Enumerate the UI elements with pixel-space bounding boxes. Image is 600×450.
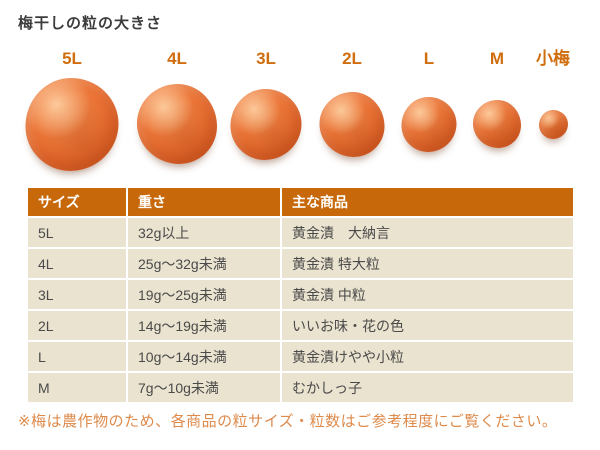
cell-size: 3L [28,278,128,310]
cell-product: 黄金漬 特大粒 [281,247,573,279]
table-row: 2L 14g〜19g未満 いいお味・花の色 [28,309,573,341]
table-row: M 7g〜10g未満 むかしっ子 [28,371,573,402]
table-row: 5L 32g以上 黄金漬 大納言 [28,216,573,248]
umeboshi-plum-image [25,77,119,171]
umeboshi-plum-image [473,100,521,148]
umeboshi-plum-image [319,91,385,157]
table-row: L 10g〜14g未満 黄金漬けやや小粒 [28,340,573,372]
cell-product: むかしっ子 [281,371,573,402]
footnote: ※梅は農作物のため、各商品の粒サイズ・粒数はご参考程度にご覧ください。 [18,413,558,430]
plum-item-m: M [473,48,521,148]
col-header-size: サイズ [28,188,128,217]
cell-product: 黄金漬 中粒 [281,278,573,310]
cell-size: M [28,371,128,402]
plum-size-label: 5L [62,49,82,68]
table-row: 4L 25g〜32g未満 黄金漬 特大粒 [28,247,573,279]
plum-size-label: 2L [342,49,362,68]
size-weight-table: サイズ 重さ 主な商品 5L 32g以上 黄金漬 大納言 4L 25g〜32g未… [28,188,573,402]
cell-weight: 7g〜10g未満 [127,371,282,402]
plum-item-4l: 4L [137,48,217,164]
plum-size-label: 小梅 [536,49,570,68]
cell-weight: 10g〜14g未満 [127,340,282,372]
cell-size: 4L [28,247,128,279]
cell-weight: 14g〜19g未満 [127,309,282,341]
plum-item-5l: 5L [25,48,119,171]
plum-item-2l: 2L [319,48,385,157]
plum-size-label: L [423,49,435,68]
umeboshi-plum-image [230,88,302,160]
cell-product: いいお味・花の色 [281,309,573,341]
col-header-products: 主な商品 [281,188,573,217]
cell-size: L [28,340,128,372]
plum-size-label: 3L [256,49,276,68]
col-header-weight: 重さ [127,188,282,217]
plum-item-3l: 3L [230,48,302,160]
cell-weight: 32g以上 [127,216,282,248]
cell-size: 2L [28,309,128,341]
table-row: 3L 19g〜25g未満 黄金漬 中粒 [28,278,573,310]
plum-size-label: 4L [167,49,187,68]
plum-size-comparison: 5L 4L 3L 2L L M 小梅 [0,0,600,186]
umeboshi-plum-image [538,109,568,139]
umeboshi-plum-image [137,84,217,164]
cell-product: 黄金漬けやや小粒 [281,340,573,372]
cell-product: 黄金漬 大納言 [281,216,573,248]
plum-size-label: M [489,49,505,68]
umeboshi-plum-image [401,96,457,152]
cell-weight: 25g〜32g未満 [127,247,282,279]
table-header-row: サイズ 重さ 主な商品 [28,188,573,217]
cell-size: 5L [28,216,128,248]
page-title: 梅干しの粒の大きさ [18,15,163,32]
plum-item-l: L [401,48,457,152]
plum-item-koume: 小梅 [536,48,570,139]
cell-weight: 19g〜25g未満 [127,278,282,310]
